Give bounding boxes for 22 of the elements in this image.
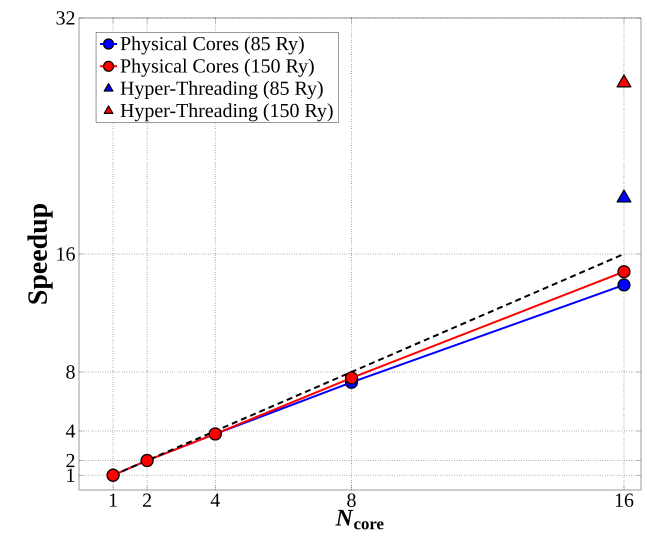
point	[616, 74, 632, 88]
x-tick-label: 1	[110, 494, 117, 507]
legend-label: Physical Cores (150 Ry)	[120, 58, 314, 77]
y-tick-label: 16	[57, 247, 75, 261]
y-axis-title: Speedup	[27, 204, 53, 304]
x-tick-label: 4	[210, 494, 220, 507]
x-tick-label: 16	[616, 494, 634, 507]
legend-label: Physical Cores (85 Ry)	[120, 36, 304, 54]
point	[344, 371, 358, 384]
legend-label: Hyper-Threading (85 Ry)	[120, 80, 323, 100]
point	[617, 265, 631, 278]
y-tick-label: 2	[66, 454, 74, 468]
point	[616, 189, 632, 203]
legend-label: Hyper-Threading (150 Ry)	[120, 103, 333, 122]
y-tick-label: 1	[67, 468, 74, 482]
y-tick-label: 8	[66, 365, 75, 379]
x-tick-label: 2	[143, 494, 151, 507]
x-tick-label: 8	[347, 494, 356, 507]
point	[617, 278, 631, 292]
x-axis-title: N$_{core}$	[335, 510, 384, 530]
y-tick-label: 4	[66, 424, 76, 438]
y-tick-label: 32	[56, 11, 74, 25]
